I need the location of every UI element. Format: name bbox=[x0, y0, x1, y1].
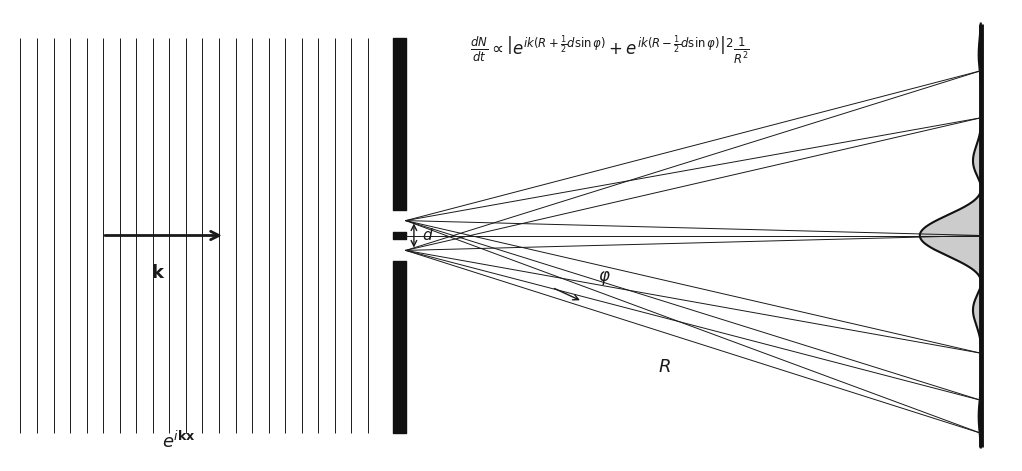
Text: $R$: $R$ bbox=[658, 358, 670, 376]
Text: $\frac{dN}{dt} \propto \left|e^{ik(R+\frac{1}{2}d\sin\varphi)} + e^{ik(R-\frac{1: $\frac{dN}{dt} \propto \left|e^{ik(R+\fr… bbox=[470, 33, 750, 66]
Text: $\mathbf{k}$: $\mathbf{k}$ bbox=[151, 264, 166, 282]
Text: $e^{i\mathbf{k}\mathbf{x}}$: $e^{i\mathbf{k}\mathbf{x}}$ bbox=[162, 431, 195, 452]
Text: $\varphi$: $\varphi$ bbox=[598, 269, 610, 287]
Text: $d$: $d$ bbox=[422, 227, 433, 244]
